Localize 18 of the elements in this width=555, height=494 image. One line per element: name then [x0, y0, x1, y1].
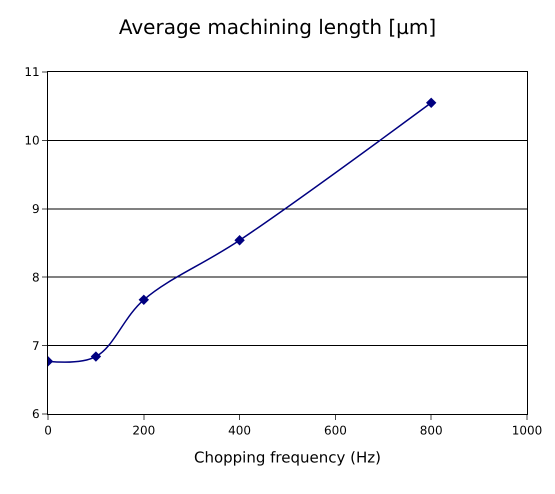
y-tick-label: 7 — [32, 338, 40, 353]
point — [90, 351, 102, 362]
y-tick-label: 9 — [32, 202, 40, 216]
x-tick-label: 200 — [132, 423, 156, 438]
point — [138, 294, 149, 305]
x-axis-title: Chopping frequency (Hz) — [194, 448, 382, 466]
x-tick-label: 1000 — [512, 423, 542, 438]
point — [234, 235, 245, 246]
x-tick-label: 0 — [44, 423, 52, 438]
point — [426, 98, 436, 108]
chart-title: Average machining length [µm] — [118, 14, 436, 39]
y-tick-label: 6 — [32, 407, 40, 422]
x-tick-label: 800 — [420, 423, 443, 438]
y-tick-label: 8 — [32, 270, 40, 284]
x-tick-label: 600 — [324, 423, 347, 438]
y-tick-label: 10 — [24, 134, 40, 148]
x-tick-label: 400 — [228, 423, 252, 438]
y-tick-label: 11 — [24, 65, 40, 80]
